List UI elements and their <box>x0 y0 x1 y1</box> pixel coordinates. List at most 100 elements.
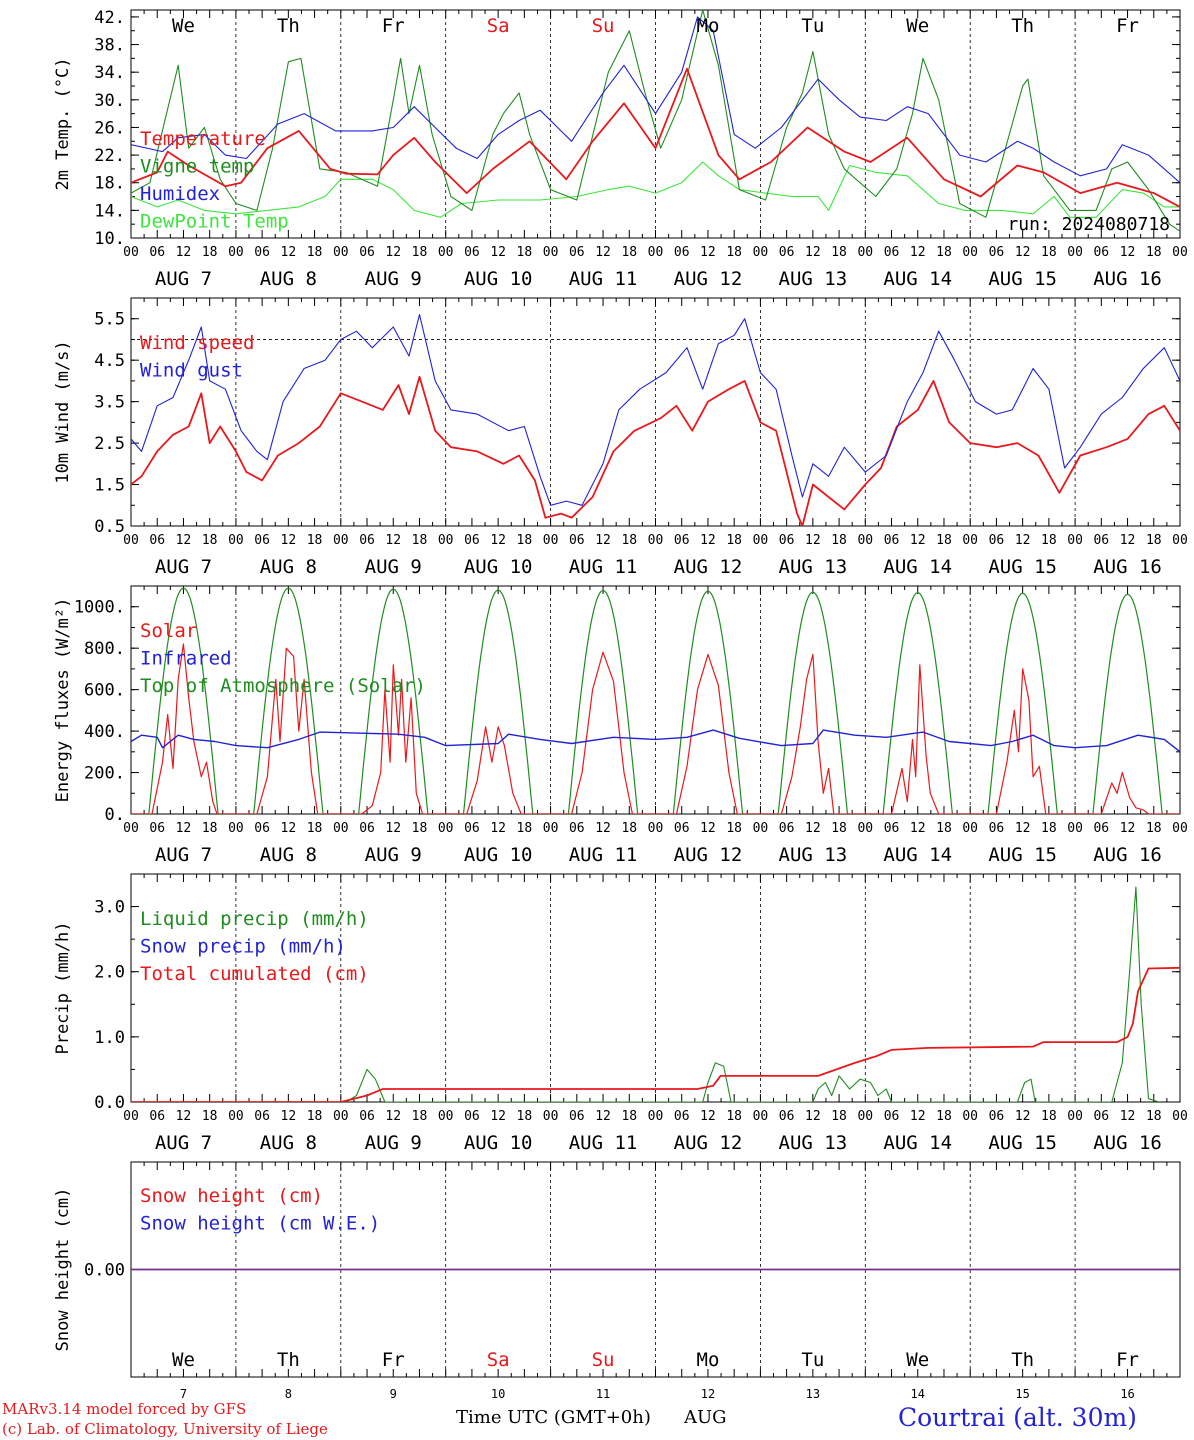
hour-label: 12 <box>281 1109 297 1124</box>
y-tick-label: 200. <box>84 764 125 784</box>
hour-label: 18 <box>307 821 323 836</box>
legend-entry: DewPoint Temp <box>140 211 289 233</box>
y-tick-label: 3.0 <box>94 898 125 918</box>
date-label: AUG 10 <box>464 268 533 290</box>
day-label: Fr <box>382 15 405 37</box>
hour-label: 12 <box>595 533 611 548</box>
hour-label: 06 <box>359 821 375 836</box>
hour-label: 12 <box>805 821 821 836</box>
run-annotation: run: 2024080718 <box>1007 214 1170 235</box>
toa-solar-line <box>1075 593 1180 814</box>
hour-label: 18 <box>831 1109 847 1124</box>
hour-label: 00 <box>1067 1109 1083 1124</box>
hour-label: 18 <box>517 533 533 548</box>
hour-label: 00 <box>962 533 978 548</box>
day-label-bottom: Su <box>592 1349 615 1371</box>
station-label: Courtrai (alt. 30m) <box>898 1403 1137 1432</box>
date-label: AUG 7 <box>155 556 212 578</box>
hour-label: 00 <box>333 245 349 260</box>
hour-label: 06 <box>674 1109 690 1124</box>
hour-label: 18 <box>936 245 952 260</box>
hour-label: 06 <box>149 821 165 836</box>
toa-solar-line <box>970 592 1076 814</box>
hour-label: 12 <box>805 1109 821 1124</box>
y-tick-label: 3.5 <box>94 393 125 413</box>
hour-label: 12 <box>700 821 716 836</box>
hour-label: 12 <box>385 821 401 836</box>
hour-label: 12 <box>910 533 926 548</box>
date-label: AUG 16 <box>1093 556 1162 578</box>
hour-label: 06 <box>989 1109 1005 1124</box>
y-tick-label: 18. <box>94 174 125 194</box>
hour-label: 00 <box>962 245 978 260</box>
hour-label: 12 <box>490 533 506 548</box>
hour-label: 18 <box>202 1109 218 1124</box>
solar-line <box>131 643 1180 814</box>
hour-label: 06 <box>569 1109 585 1124</box>
day-label-bottom: Th <box>1011 1349 1034 1371</box>
hour-label: 18 <box>412 821 428 836</box>
y-axis-label: Snow height (cm) <box>53 1188 73 1352</box>
hour-label: 12 <box>490 245 506 260</box>
hour-label: 00 <box>753 245 769 260</box>
hour-label: 06 <box>149 1109 165 1124</box>
hour-label: 18 <box>412 533 428 548</box>
hour-label: 00 <box>648 821 664 836</box>
day-label: Tu <box>801 15 824 37</box>
toa-solar-line <box>865 591 971 814</box>
legend-entry: Snow height (cm W.E.) <box>140 1213 380 1235</box>
date-label: AUG 8 <box>260 268 317 290</box>
hour-label: 06 <box>254 245 270 260</box>
y-tick-label: 4.5 <box>94 351 125 371</box>
hour-label: 12 <box>910 821 926 836</box>
hour-label-end: 00 <box>1172 821 1188 836</box>
hour-label: 00 <box>438 533 454 548</box>
y-tick-label: 26. <box>94 118 125 138</box>
y-tick-label: 600. <box>84 681 125 701</box>
day-number: 9 <box>390 1387 397 1401</box>
hour-label: 00 <box>648 245 664 260</box>
hour-label: 12 <box>1120 821 1136 836</box>
hour-label: 18 <box>307 1109 323 1124</box>
y-tick-label: 800. <box>84 639 125 659</box>
day-label-bottom: Sa <box>487 1349 510 1371</box>
hour-label: 06 <box>779 1109 795 1124</box>
hour-label: 18 <box>621 821 637 836</box>
y-tick-label: 1.0 <box>94 1028 125 1048</box>
hour-label: 18 <box>726 533 742 548</box>
date-label: AUG 13 <box>779 1132 848 1154</box>
y-tick-label: 0. <box>105 805 125 825</box>
hour-label: 12 <box>1015 245 1031 260</box>
hour-label: 06 <box>359 245 375 260</box>
date-label: AUG 8 <box>260 556 317 578</box>
hour-label: 06 <box>464 533 480 548</box>
y-axis-label: 2m Temp. (°C) <box>53 57 73 190</box>
date-label: AUG 9 <box>365 268 422 290</box>
date-label: AUG 7 <box>155 268 212 290</box>
hour-label: 06 <box>569 533 585 548</box>
hour-label: 00 <box>1067 533 1083 548</box>
hour-label: 12 <box>805 245 821 260</box>
series-line-total-cumulated-cm- <box>131 966 1180 1102</box>
plot-area <box>131 314 1180 526</box>
hour-label: 18 <box>1041 533 1057 548</box>
day-number: 7 <box>180 1387 187 1401</box>
toa-solar-line <box>655 590 761 814</box>
day-number: 16 <box>1120 1387 1134 1401</box>
hour-label: 06 <box>359 1109 375 1124</box>
y-tick-label: 2.0 <box>94 963 125 983</box>
hour-label: 12 <box>595 245 611 260</box>
hour-label: 00 <box>123 245 139 260</box>
hour-label: 00 <box>438 1109 454 1124</box>
plot-area <box>131 886 1180 1102</box>
toa-solar-line <box>235 587 341 814</box>
hour-label: 12 <box>910 1109 926 1124</box>
hour-label: 12 <box>385 245 401 260</box>
day-number: 15 <box>1015 1387 1029 1401</box>
hour-label: 18 <box>831 533 847 548</box>
series-line-humidex <box>131 16 1180 184</box>
legend-entry: Wind gust <box>140 360 243 382</box>
hour-label: 06 <box>254 533 270 548</box>
hour-label: 12 <box>910 245 926 260</box>
